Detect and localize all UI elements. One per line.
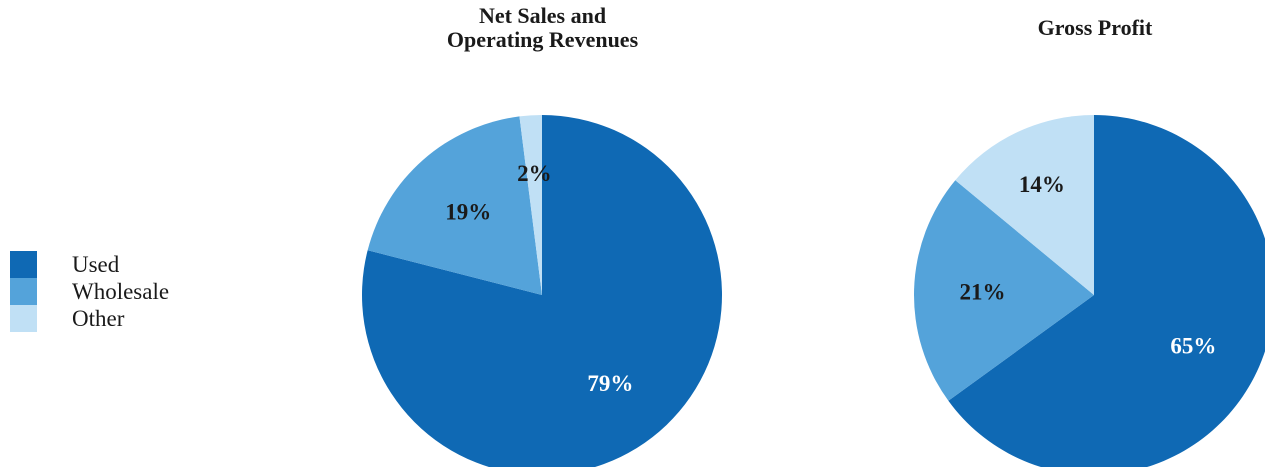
gross-profit-label-used: 65% xyxy=(1170,334,1216,359)
gross-profit-label-wholesale: 21% xyxy=(959,279,1005,304)
net-sales-label-wholesale: 19% xyxy=(445,199,491,224)
net-sales-title-line-2: Operating Revenues xyxy=(446,27,639,52)
net-sales-label-used: 79% xyxy=(587,371,633,396)
net-sales-slice-wholesale xyxy=(367,116,542,295)
gross-profit-title-line-1: Gross Profit xyxy=(1037,15,1153,40)
gross-profit-slice-wholesale xyxy=(914,180,1094,401)
net-sales-label-other: 2% xyxy=(517,161,552,186)
net-sales-slice-other xyxy=(519,115,542,295)
legend-swatch-other xyxy=(10,305,37,332)
legend-label-wholesale: Wholesale xyxy=(72,279,170,304)
legend-label-used: Used xyxy=(72,252,120,277)
legend-swatch-used xyxy=(10,251,37,278)
net-sales-chart-title: Net Sales and Operating Revenues xyxy=(370,4,715,52)
legend-label-other: Other xyxy=(72,306,125,331)
gross-profit-chart-title: Gross Profit xyxy=(960,16,1230,40)
legend-swatch-wholesale xyxy=(10,278,37,305)
legend: Used Wholesale Other xyxy=(10,251,169,332)
legend-item-used: Used xyxy=(10,251,169,278)
net-sales-pie: 79% 19% 2% xyxy=(362,115,722,467)
gross-profit-label-other: 14% xyxy=(1019,172,1065,197)
gross-profit-slice-other xyxy=(955,115,1094,295)
legend-item-wholesale: Wholesale xyxy=(10,278,169,305)
net-sales-slice-used xyxy=(362,115,722,467)
net-sales-title-line-1: Net Sales and xyxy=(478,3,607,28)
legend-item-other: Other xyxy=(10,305,169,332)
gross-profit-slice-used xyxy=(948,115,1265,467)
gross-profit-pie: 65% 21% 14% xyxy=(914,115,1265,467)
